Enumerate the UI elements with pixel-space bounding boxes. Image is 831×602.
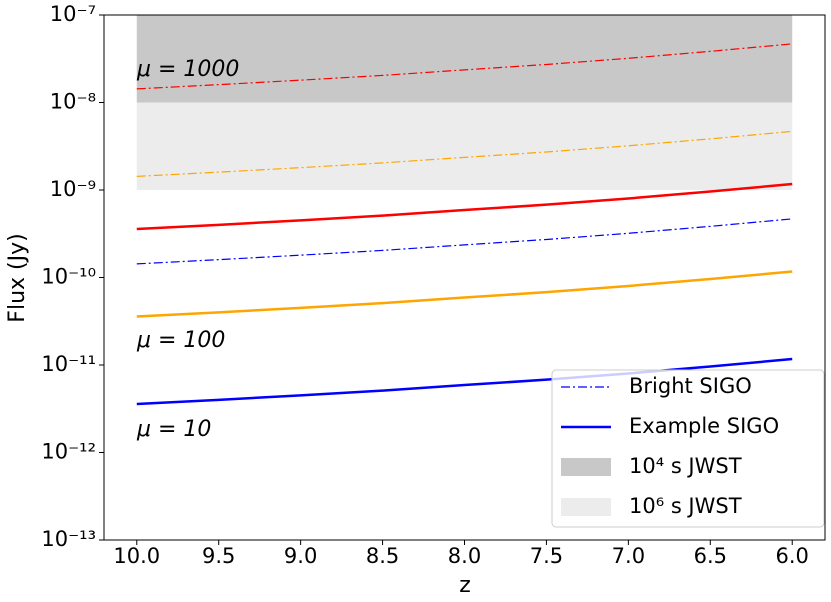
x-tick-label: 9.0 (284, 544, 317, 568)
y-tick-label: 10⁻¹¹ (41, 352, 96, 376)
x-tick-label: 8.0 (448, 544, 481, 568)
annotation: μ = 10 (136, 417, 211, 442)
series-line (136, 357, 793, 406)
x-tick-label: 6.0 (776, 544, 809, 568)
series-line (136, 43, 793, 90)
legend-swatch (561, 458, 611, 476)
x-axis-title: z (459, 573, 471, 598)
y-tick-label: 10⁻⁷ (50, 2, 96, 26)
series-line (136, 182, 793, 231)
legend-label: 10⁶ s JWST (629, 494, 742, 518)
x-tick-label: 9.5 (202, 544, 235, 568)
x-tick-label: 7.0 (612, 544, 645, 568)
legend-label: 10⁴ s JWST (629, 454, 742, 478)
y-tick-label: 10⁻⁸ (50, 90, 96, 114)
y-tick-label: 10⁻¹² (41, 440, 96, 464)
annotation: μ = 100 (136, 328, 225, 353)
y-tick-label: 10⁻⁹ (50, 177, 96, 201)
legend-box (551, 369, 825, 528)
x-tick-label: 7.5 (530, 544, 563, 568)
series-line (136, 270, 793, 318)
x-tick-label: 8.5 (366, 544, 399, 568)
legend-swatch (561, 498, 611, 516)
legend-label: Example SIGO (629, 414, 779, 438)
y-tick-label: 10⁻¹³ (41, 527, 96, 551)
shaded-band (136, 15, 793, 103)
series-line (136, 130, 793, 178)
legend-label: Bright SIGO (629, 374, 752, 398)
annotation: μ = 1000 (136, 57, 239, 82)
y-axis-title: Flux (Jy) (5, 233, 30, 322)
x-tick-label: 10.0 (113, 544, 160, 568)
y-tick-label: 10⁻¹⁰ (41, 265, 96, 289)
x-tick-label: 6.5 (694, 544, 727, 568)
series-line (136, 218, 793, 265)
shaded-band (136, 102, 793, 190)
